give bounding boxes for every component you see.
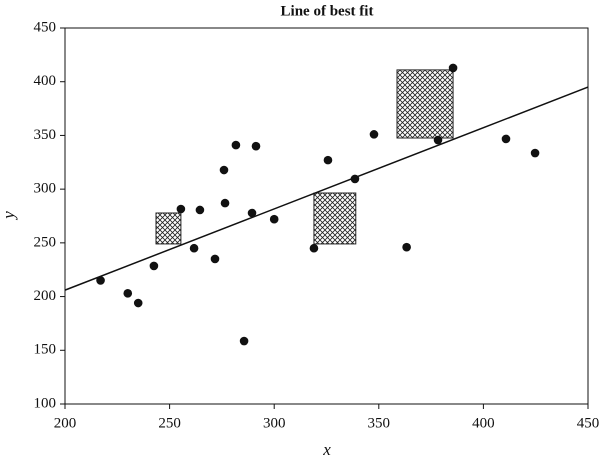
data-point (96, 276, 105, 285)
y-tick-label: 300 (34, 181, 57, 197)
x-tick-label: 450 (577, 415, 600, 431)
data-point (448, 63, 458, 73)
data-point (369, 130, 379, 139)
data-point (195, 205, 205, 215)
x-tick-label: 250 (158, 415, 181, 431)
x-tick-label: 300 (263, 415, 286, 431)
data-point (530, 148, 540, 158)
data-point (176, 204, 186, 214)
data-point (251, 141, 261, 151)
data-point (220, 198, 230, 208)
residual-square (313, 192, 357, 245)
x-axis-label: x (322, 440, 331, 459)
data-point (149, 261, 159, 271)
data-point (433, 135, 443, 145)
residual-square (155, 212, 182, 245)
data-point (269, 214, 279, 224)
data-point (239, 336, 249, 346)
y-tick-label: 350 (34, 127, 57, 143)
x-tick-label: 350 (368, 415, 391, 431)
plot-frame (64, 27, 589, 405)
data-point (133, 298, 143, 308)
y-tick-label: 150 (34, 342, 57, 358)
x-tick-label: 200 (54, 415, 77, 431)
y-tick-label: 400 (34, 73, 57, 89)
data-point (350, 174, 360, 184)
data-point (210, 254, 220, 264)
data-point (323, 155, 333, 165)
y-axis-label: y (0, 211, 18, 221)
data-point (402, 242, 411, 252)
fit-line (64, 86, 589, 291)
residual-square (396, 69, 454, 139)
y-tick-label: 200 (34, 288, 57, 304)
data-point (501, 134, 511, 144)
data-point (123, 289, 133, 298)
data-point (189, 243, 199, 253)
y-tick-label: 450 (34, 19, 57, 35)
data-point (219, 165, 229, 175)
data-point (231, 140, 241, 150)
data-point (309, 243, 319, 253)
x-tick-label: 400 (472, 415, 495, 431)
chart-title: Line of best fit (281, 3, 374, 19)
y-tick-label: 250 (34, 234, 57, 250)
y-tick-label: 100 (34, 395, 57, 411)
data-point (247, 208, 257, 218)
